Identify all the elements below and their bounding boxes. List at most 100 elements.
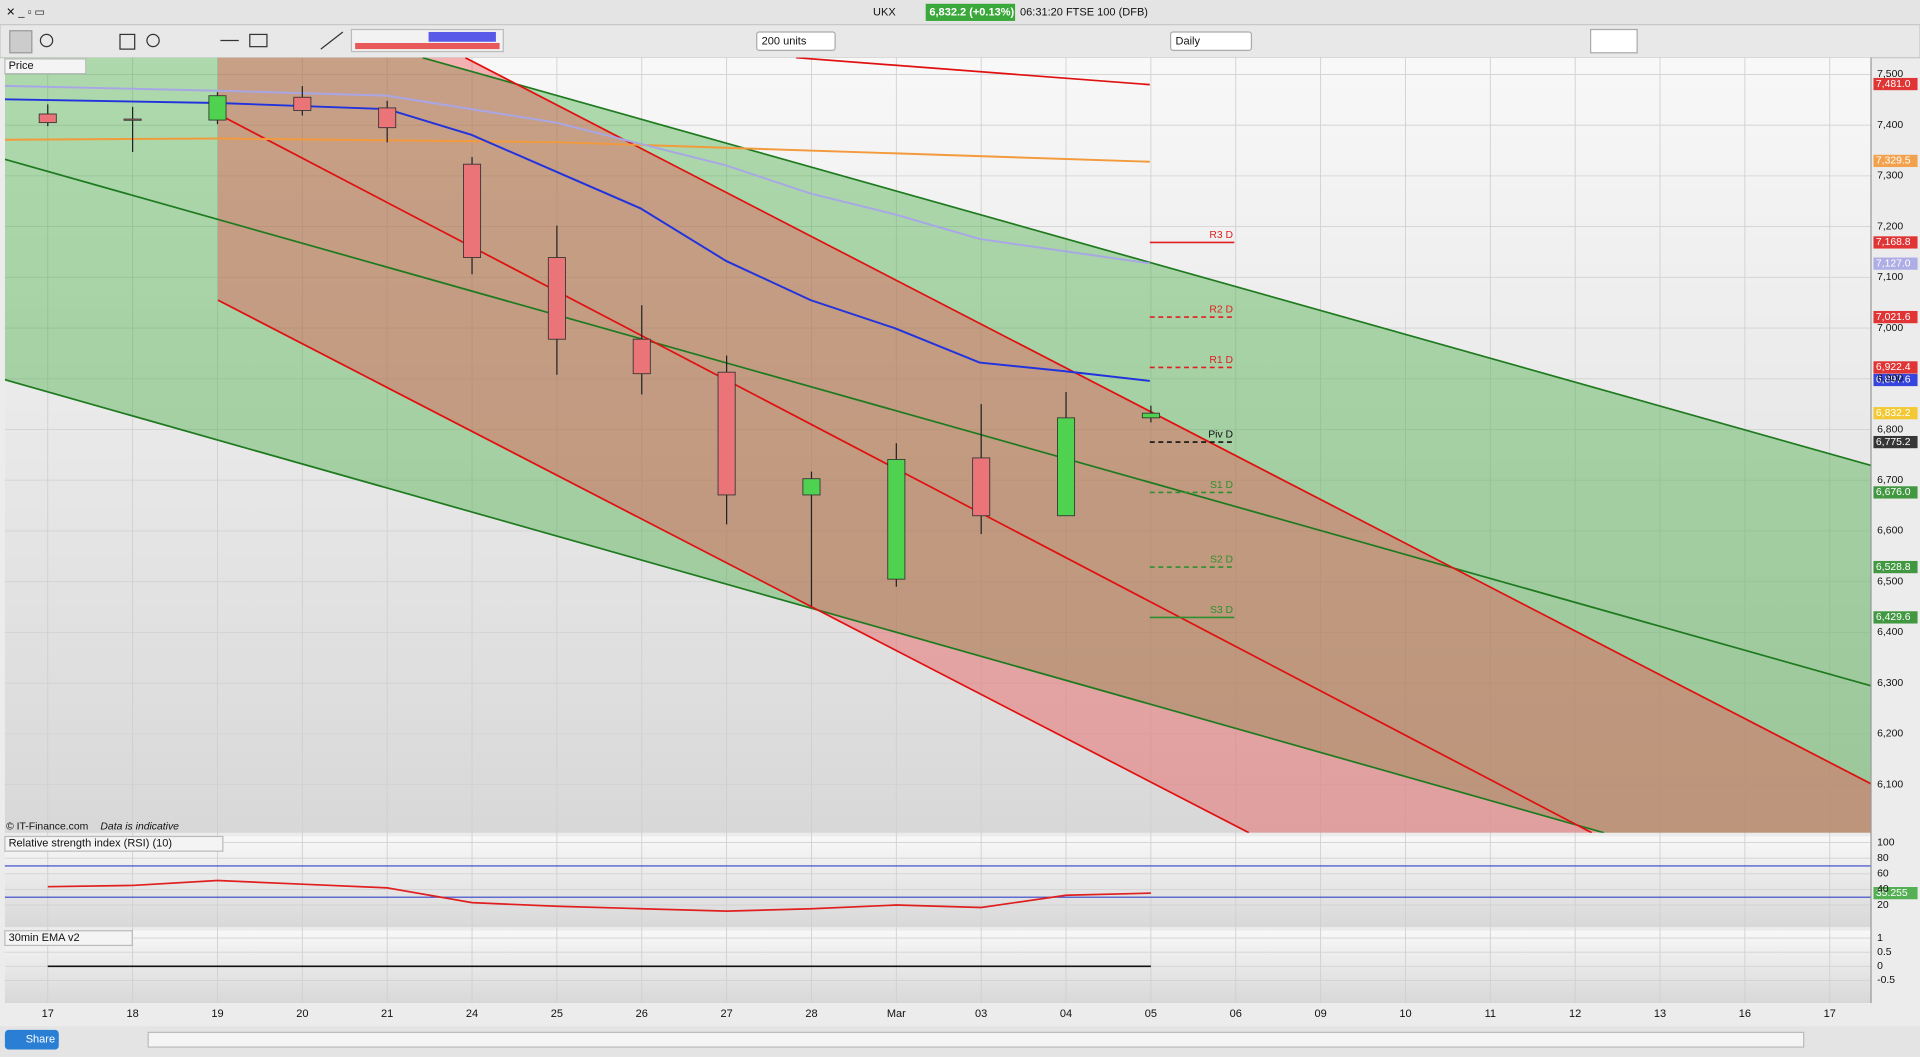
candle-body [717, 371, 736, 496]
candle-body [38, 113, 57, 124]
candle-body [972, 457, 991, 517]
x-tick-label: 10 [1399, 1008, 1411, 1020]
credit: © IT-Finance.com [6, 821, 88, 832]
y-tick-label: 40 [1877, 884, 1889, 895]
price-tag-label: 6,832.2 [1876, 408, 1911, 419]
price-title: Price [9, 60, 34, 72]
y-tick-label: 6,400 [1877, 627, 1903, 638]
y-tick-label: 6,200 [1877, 729, 1903, 740]
pivot-label: Piv D [1208, 429, 1233, 440]
x-tick-label: 05 [1145, 1008, 1157, 1020]
x-tick-label: Mar [887, 1008, 906, 1020]
y-tick-label: 0.5 [1877, 947, 1892, 958]
color-swatches[interactable] [350, 28, 504, 53]
y-tick-label: 6,300 [1877, 678, 1903, 689]
y-tick-label: 80 [1877, 853, 1889, 864]
price-tag-label: 7,127.0 [1876, 258, 1911, 269]
price-tag-label: 7,168.8 [1876, 237, 1911, 248]
candle-body [547, 257, 566, 340]
y-tick-label: 7,200 [1877, 221, 1903, 232]
price-tag [1873, 257, 1918, 270]
x-tick-label: 03 [975, 1008, 987, 1020]
x-tick-label: 13 [1654, 1008, 1666, 1020]
pivot-label: S3 D [1210, 605, 1233, 616]
price-tag-label: 6,775.2 [1876, 437, 1911, 448]
last-value-label: 35.255 [1876, 888, 1908, 899]
rsi-panel [4, 836, 1872, 928]
units-select[interactable] [756, 31, 836, 51]
ema-title: 30min EMA v2 [9, 932, 80, 944]
price-tag [1873, 310, 1918, 324]
quote-box [925, 3, 1016, 21]
units: 200 units [762, 36, 807, 48]
y-tick-label: 6,800 [1877, 424, 1903, 435]
quote: 6,832.2 (+0.13%) [929, 6, 1014, 18]
pivot-label: S2 D [1210, 554, 1233, 565]
x-tick-label: 19 [211, 1008, 223, 1020]
note: Data is indicative [100, 821, 179, 832]
candle-body [887, 459, 906, 580]
y-tick-label: 20 [1877, 900, 1889, 911]
share-label: Share [26, 1034, 55, 1046]
window-controls[interactable]: ✕ _ ▫ ▭ [6, 6, 45, 18]
price-tag [1873, 435, 1918, 449]
drawing-tools[interactable] [9, 30, 344, 54]
price-header [4, 58, 87, 75]
window-title: UKX [873, 6, 896, 18]
x-tick-label: 25 [551, 1008, 563, 1020]
price-tag-label: 6,897.6 [1876, 375, 1911, 386]
price-tag [1873, 407, 1918, 420]
rsi-header [4, 835, 224, 852]
y-tick-label: 6,700 [1877, 475, 1903, 486]
candle-body [463, 163, 482, 258]
status: 06:31:20 FTSE 100 (DFB) [1020, 6, 1148, 18]
y-tick-label: 0 [1877, 961, 1883, 972]
x-tick-label: 16 [1739, 1008, 1751, 1020]
pivot-label: R2 D [1209, 305, 1233, 316]
series-line [47, 879, 1151, 912]
y-tick-label: 7,100 [1877, 272, 1903, 283]
pivot-label: S1 D [1210, 480, 1233, 491]
x-tick-label: 18 [126, 1008, 138, 1020]
price-tag [1873, 486, 1918, 499]
price-tag [1873, 236, 1918, 249]
price-tag-label: 6,676.0 [1876, 487, 1911, 498]
y-tick-label: 6,500 [1877, 576, 1903, 587]
x-tick-label: 09 [1314, 1008, 1326, 1020]
price-tag-label: 6,429.6 [1876, 612, 1911, 623]
x-tick-label: 20 [296, 1008, 308, 1020]
price-tag-label: 7,329.5 [1876, 156, 1911, 167]
y-tick-label: 7,500 [1877, 69, 1903, 80]
y-tick-label: 7,300 [1877, 171, 1903, 182]
y-tick-label: 6,900 [1877, 374, 1903, 385]
candle-body [123, 118, 142, 121]
x-tick-label: 24 [466, 1008, 478, 1020]
interval: Daily [1176, 36, 1201, 48]
y-tick-label: 60 [1877, 869, 1889, 880]
price-tag [1873, 560, 1918, 574]
x-tick-label: 17 [1824, 1008, 1836, 1020]
candle-body [208, 95, 227, 121]
x-tick-label: 04 [1060, 1008, 1072, 1020]
share-button[interactable] [4, 1029, 59, 1050]
price-tag [1873, 611, 1918, 624]
x-tick-label: 26 [636, 1008, 648, 1020]
x-tick-label: 21 [381, 1008, 393, 1020]
x-tick-label: 28 [805, 1008, 817, 1020]
last-value-tag [1873, 887, 1918, 900]
x-tick-label: 17 [42, 1008, 54, 1020]
y-tick-label: 100 [1877, 837, 1895, 848]
price-tag [1873, 361, 1918, 374]
scrollbar[interactable] [147, 1031, 1805, 1048]
ema-header [4, 930, 133, 947]
candle-body [1057, 417, 1076, 517]
indicator-button[interactable] [1590, 28, 1638, 54]
candle-body [378, 107, 397, 129]
interval-select[interactable] [1170, 31, 1253, 51]
candle-body [802, 478, 821, 496]
x-tick-label: 06 [1230, 1008, 1242, 1020]
price-tag-label: 7,481.0 [1876, 79, 1911, 90]
y-tick-label: 1 [1877, 933, 1883, 944]
